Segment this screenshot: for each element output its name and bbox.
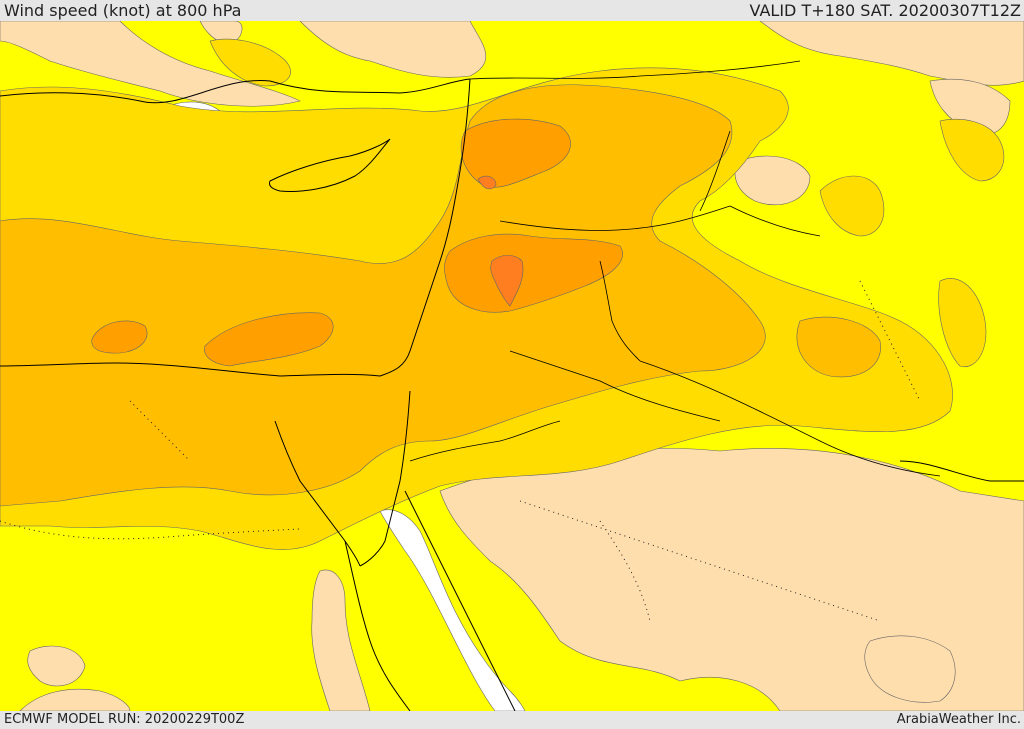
valid-time: VALID T+180 SAT. 20200307T12Z bbox=[749, 1, 1021, 20]
footer-bar: ECMWF MODEL RUN: 20200229T00Z ArabiaWeat… bbox=[0, 711, 1024, 729]
credit: ArabiaWeather Inc. bbox=[896, 712, 1021, 727]
wind-field-strong bbox=[0, 84, 881, 507]
map-title: Wind speed (knot) at 800 hPa bbox=[4, 1, 242, 20]
wind-field-light bbox=[0, 21, 1024, 711]
header-bar: Wind speed (knot) at 800 hPa VALID T+180… bbox=[0, 0, 1024, 21]
model-run: ECMWF MODEL RUN: 20200229T00Z bbox=[4, 712, 245, 727]
wind-speed-map[interactable] bbox=[0, 21, 1024, 711]
wind-field-storm bbox=[477, 175, 524, 307]
borders bbox=[409, 60, 941, 477]
wind-field-gale bbox=[91, 118, 623, 367]
map-canvas bbox=[0, 21, 1024, 711]
dotted-boundaries bbox=[0, 280, 921, 622]
coastlines bbox=[0, 78, 1024, 711]
